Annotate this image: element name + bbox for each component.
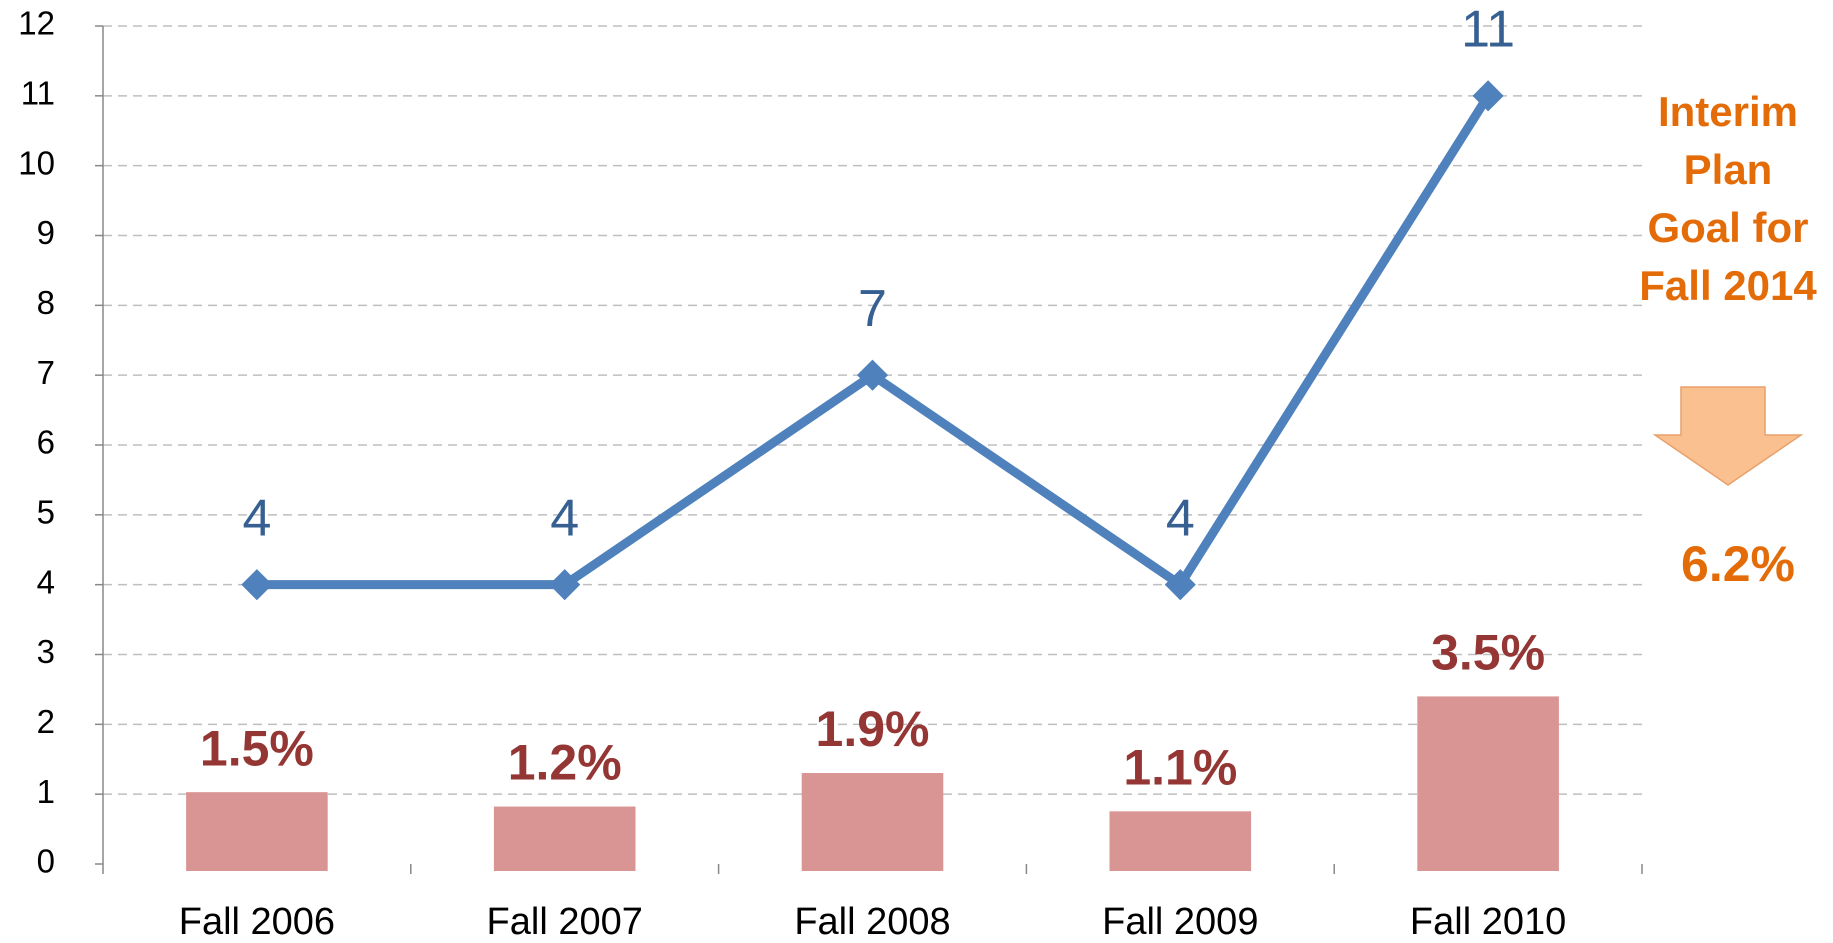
x-tick-label: Fall 2008 — [794, 901, 950, 943]
y-tick-label: 10 — [18, 144, 55, 181]
y-tick-label: 0 — [37, 843, 55, 880]
y-tick-label: 2 — [37, 703, 55, 740]
line — [256, 93, 1492, 590]
y-tick-label: 11 — [21, 75, 55, 112]
x-tick-label: Fall 2009 — [1102, 901, 1258, 943]
bar-label: 1.1% — [1123, 740, 1237, 796]
x-tick-label: Fall 2010 — [1410, 901, 1566, 943]
data-label: 7 — [858, 280, 887, 338]
bar — [1109, 811, 1252, 871]
data-label: 4 — [550, 489, 579, 547]
y-tick-label: 1 — [37, 773, 55, 810]
annotation-line: Interim — [1658, 88, 1798, 135]
bar-label: 1.2% — [508, 735, 622, 791]
y-tick-label: 5 — [37, 494, 55, 531]
y-tick-label: 7 — [37, 354, 55, 391]
y-tick-label: 3 — [37, 633, 55, 670]
goal-value: 6.2% — [1681, 536, 1795, 592]
marker — [856, 359, 889, 391]
y-tick-label: 4 — [37, 563, 55, 600]
bar — [801, 773, 944, 871]
y-tick-label: 6 — [37, 424, 55, 461]
x-tick-label: Fall 2007 — [487, 901, 643, 943]
bar-label: 1.9% — [816, 701, 930, 757]
bar-label: 1.5% — [200, 720, 314, 776]
annotation-line: Plan — [1684, 146, 1773, 193]
annotation-line: Fall 2014 — [1639, 262, 1817, 309]
marker — [241, 569, 273, 601]
bar — [186, 792, 328, 871]
data-label: 11 — [1461, 1, 1515, 59]
bar — [1417, 696, 1559, 871]
x-tick-label: Fall 2006 — [179, 901, 335, 943]
y-tick-label: 12 — [18, 5, 55, 42]
annotation-line: Goal for — [1647, 204, 1808, 251]
bar-label: 3.5% — [1431, 625, 1545, 681]
goal-arrow — [1652, 386, 1804, 486]
y-tick-label: 9 — [37, 214, 55, 251]
data-label: 4 — [1166, 489, 1195, 547]
bar — [493, 806, 636, 871]
y-tick-label: 8 — [37, 284, 55, 321]
data-label: 4 — [242, 489, 271, 547]
